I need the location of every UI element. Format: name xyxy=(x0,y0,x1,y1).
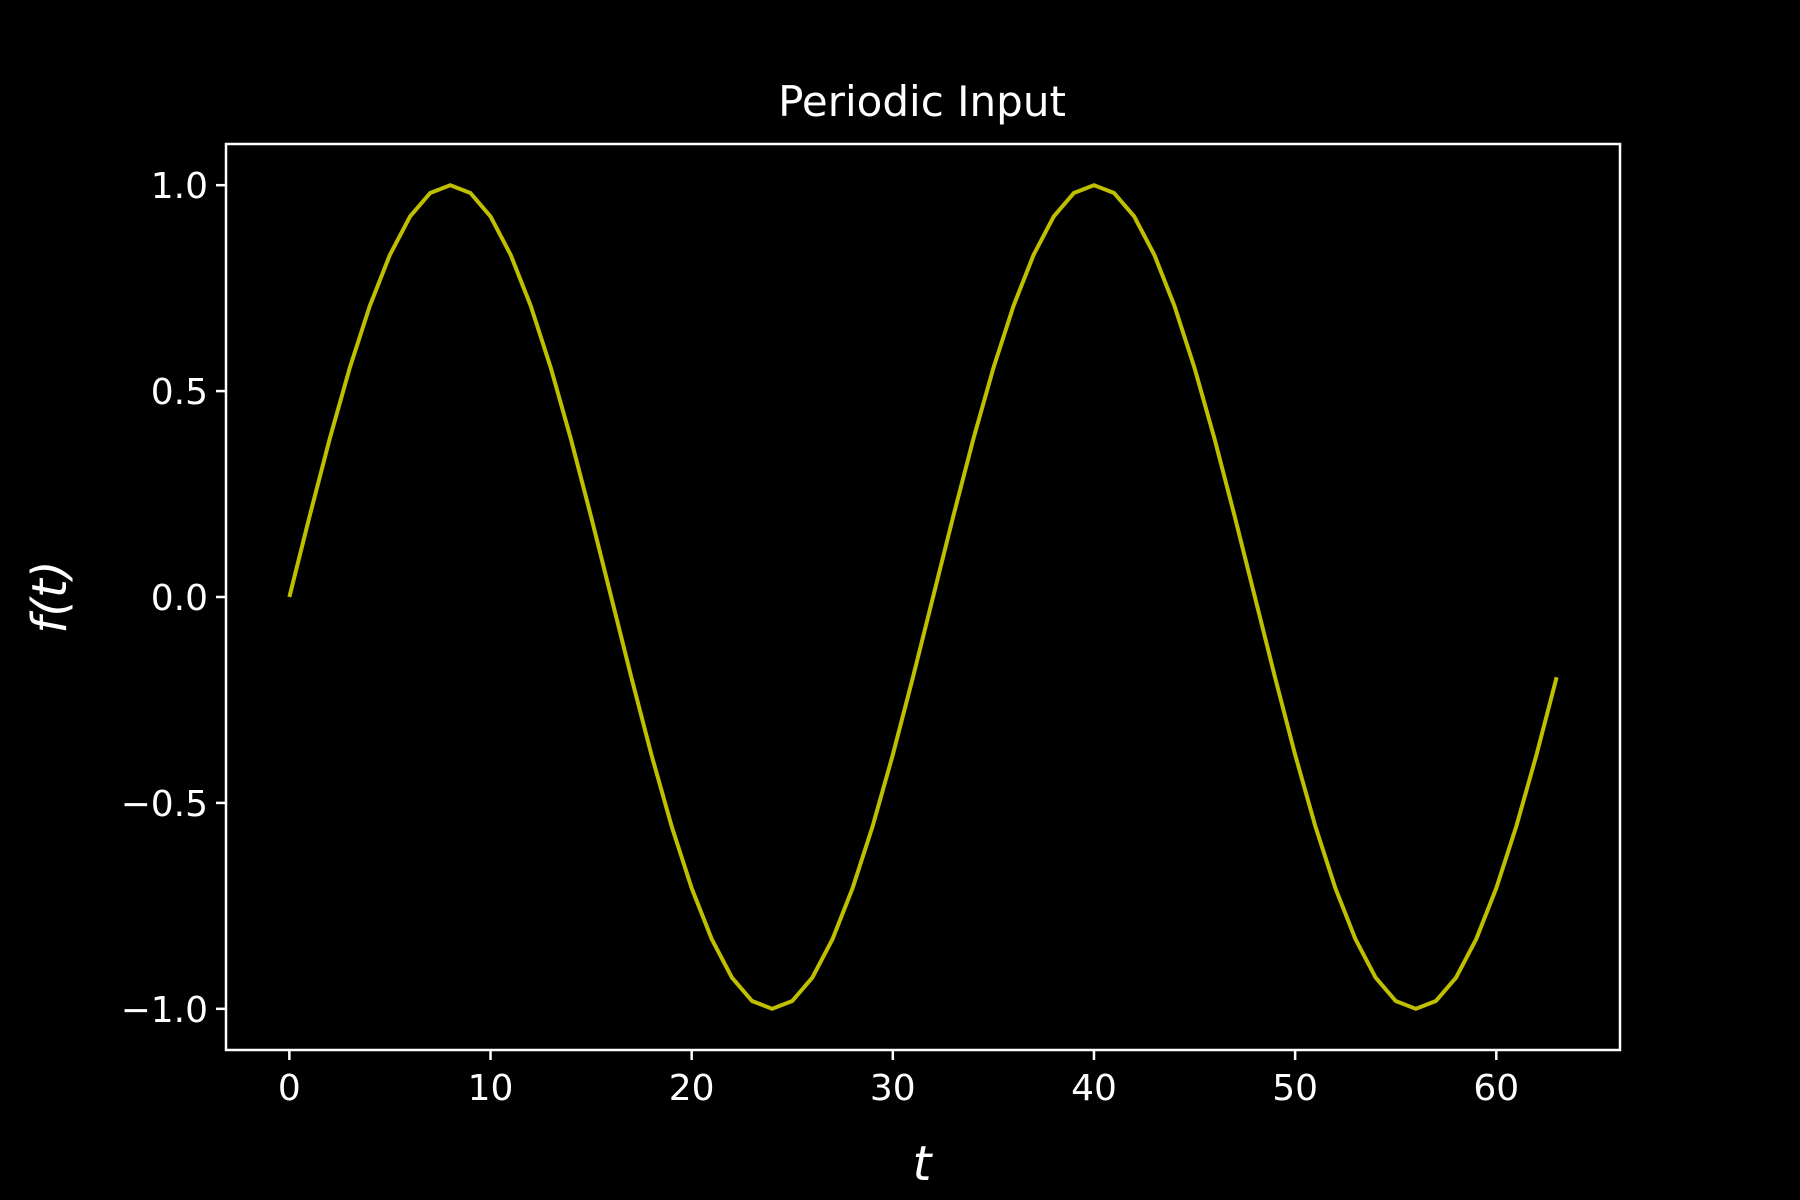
x-tick-label: 60 xyxy=(1473,1068,1519,1109)
y-tick-label: 0.5 xyxy=(151,372,208,413)
x-tick-label: 30 xyxy=(870,1068,916,1109)
x-axis-label: t xyxy=(913,1136,934,1192)
series-line xyxy=(287,183,1559,1011)
y-axis: 1.0 0.5 0.0 −0.5 −1.0 xyxy=(121,166,226,1031)
x-tick-label: 50 xyxy=(1272,1068,1318,1109)
y-tick-label: −1.0 xyxy=(121,990,208,1031)
x-tick-label: 20 xyxy=(669,1068,715,1109)
x-axis: 0 10 20 30 40 50 60 xyxy=(278,1050,1519,1109)
y-axis-label: f(t) xyxy=(22,560,78,633)
y-tick-label: −0.5 xyxy=(121,784,208,825)
x-tick-label: 40 xyxy=(1071,1068,1117,1109)
plot-area xyxy=(287,183,1559,1011)
x-tick-label: 10 xyxy=(468,1068,514,1109)
x-tick-label: 0 xyxy=(278,1068,301,1109)
y-tick-label: 0.0 xyxy=(151,578,208,619)
y-tick-label: 1.0 xyxy=(151,166,208,207)
chart-title: Periodic Input xyxy=(778,77,1066,126)
